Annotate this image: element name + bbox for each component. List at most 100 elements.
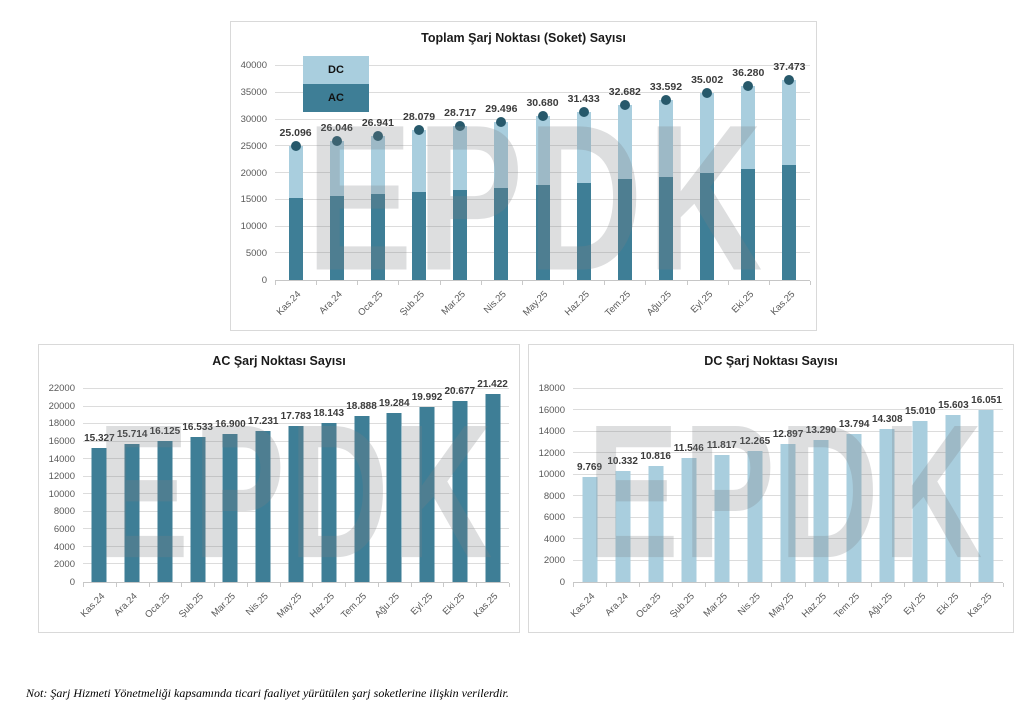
x-axis-label: Ağu.25 <box>644 289 674 319</box>
total-value-label: 37.473 <box>773 60 806 73</box>
bar-slot: 36.280 <box>728 66 769 280</box>
x-axis-label: Nis.25 <box>735 591 763 618</box>
total-marker <box>372 130 383 141</box>
total-chart-panel: Toplam Şarj Noktası (Soket) Sayısı 0 5000… <box>230 21 817 331</box>
bar-slot: 14.308 <box>871 389 904 582</box>
total-marker <box>414 124 425 135</box>
x-axis-label: Kas.24 <box>274 289 304 318</box>
x-axis-label: Kas.25 <box>471 591 501 620</box>
y-axis-tick: 14000 <box>48 453 75 465</box>
bar-slot: 35.002 <box>687 66 728 280</box>
value-bar <box>452 400 468 582</box>
x-axis-label: Mar.25 <box>439 289 468 318</box>
bar-slot: 16.533 <box>181 389 214 582</box>
value-bar <box>91 447 107 582</box>
total-value-label: 35.002 <box>691 73 724 86</box>
total-value-label: 28.717 <box>444 107 477 120</box>
bar-slot: 17.231 <box>247 389 280 582</box>
value-bar <box>879 428 895 582</box>
value-bar <box>222 433 238 582</box>
total-marker <box>784 74 795 85</box>
y-axis-tick: 15000 <box>240 194 267 206</box>
x-axis-tickmark <box>316 281 318 285</box>
dc-bar-segment <box>453 126 468 190</box>
total-value-label: 25.096 <box>279 126 312 139</box>
x-axis-label: Şub.25 <box>176 591 206 621</box>
value-bar <box>945 414 961 582</box>
bar-slot: 13.794 <box>838 389 871 582</box>
dc-bar-segment <box>412 129 427 192</box>
value-label: 11.546 <box>673 443 704 455</box>
total-value-label: 29.496 <box>485 103 518 116</box>
total-marker <box>496 117 507 128</box>
chart-title-dc: DC Şarj Noktası Sayısı <box>704 354 838 368</box>
value-bar <box>714 455 730 582</box>
plot-area: 9.769 10.332 10.816 11.546 11.817 12.265 12.89… <box>573 388 1003 583</box>
y-axis-tick: 6000 <box>543 512 565 524</box>
value-bar <box>255 430 271 582</box>
x-axis-label: Eki.25 <box>729 289 757 316</box>
gridline <box>573 388 1003 389</box>
y-axis-tick: 14000 <box>538 426 565 438</box>
total-marker <box>290 140 301 151</box>
x-axis-label: Tem.25 <box>339 591 370 621</box>
value-bar <box>846 434 862 582</box>
x-axis: Kas.24 Ara.24 Oca.25 Şub.25 Mar.25 Nis.25 May.… <box>569 583 1004 632</box>
bar-slot: 16.125 <box>149 389 182 582</box>
bar-slot: 25.096 <box>275 66 316 280</box>
y-axis-tick: 6000 <box>53 524 75 536</box>
x-axis-tickmark <box>443 583 445 587</box>
value-bar <box>978 409 994 582</box>
bar-slot: 16.900 <box>214 389 247 582</box>
dc-bar-segment <box>370 135 385 194</box>
bar-slot: 28.079 <box>398 66 439 280</box>
bar-slot: 33.592 <box>645 66 686 280</box>
x-axis-tickmark <box>645 281 647 285</box>
x-axis-tickmark <box>521 281 523 285</box>
value-label: 15.327 <box>84 432 115 444</box>
x-axis-tickmark <box>246 583 248 587</box>
x-axis-label: Tem.25 <box>832 591 862 621</box>
x-axis-tickmark <box>439 281 441 285</box>
ac-bar-segment <box>658 176 673 280</box>
x-axis-tickmark <box>771 583 773 587</box>
ac-bar-segment <box>782 165 797 280</box>
bar-slot: 29.496 <box>481 66 522 280</box>
x-axis-tickmark <box>398 281 400 285</box>
bar-slot: 13.290 <box>805 389 838 582</box>
total-value-label: 36.280 <box>732 66 765 79</box>
chart-title-ac: AC Şarj Noktası Sayısı <box>212 354 346 368</box>
x-axis-tickmark <box>148 583 150 587</box>
x-axis: Kas.24 Ara.24 Oca.25 Şub.25 Mar.25 Nis.25 May.… <box>78 583 510 632</box>
total-value-label: 26.046 <box>320 121 353 134</box>
bar-slot: 15.010 <box>904 389 937 582</box>
total-marker <box>578 106 589 117</box>
dc-bar-segment <box>576 111 591 183</box>
total-value-label: 31.433 <box>567 92 600 105</box>
ac-bar-chart: 0 2000 4000 6000 8000 10000 12000 14000 16000 180… <box>39 371 519 632</box>
x-axis-label: Kas.24 <box>78 591 108 620</box>
value-bar <box>681 458 697 582</box>
y-axis-tick: 10000 <box>240 221 267 233</box>
x-axis-label: May.25 <box>274 591 304 621</box>
gridline <box>83 423 509 425</box>
x-axis-label: Oca.25 <box>634 591 664 621</box>
value-bar <box>582 477 598 582</box>
gridline <box>573 430 1003 432</box>
dc-bar-segment <box>535 115 550 185</box>
total-stacked-bar-chart: 0 5000 10000 15000 20000 25000 30000 35000 40000… <box>231 48 816 330</box>
x-axis-label: Nis.25 <box>482 289 510 316</box>
x-axis-tickmark <box>705 583 707 587</box>
bar-slot: 32.682 <box>604 66 645 280</box>
x-axis-tickmark <box>837 583 839 587</box>
bar-slot: 19.284 <box>378 389 411 582</box>
value-bar <box>780 443 796 582</box>
value-label: 12.897 <box>772 428 804 440</box>
x-axis-tickmark <box>810 281 811 285</box>
y-axis-tick: 12000 <box>538 447 565 459</box>
x-axis-label: Eki.25 <box>934 591 962 618</box>
y-axis-tick: 0 <box>69 577 75 588</box>
value-label: 15.714 <box>116 429 148 441</box>
x-axis-tickmark <box>969 583 971 587</box>
